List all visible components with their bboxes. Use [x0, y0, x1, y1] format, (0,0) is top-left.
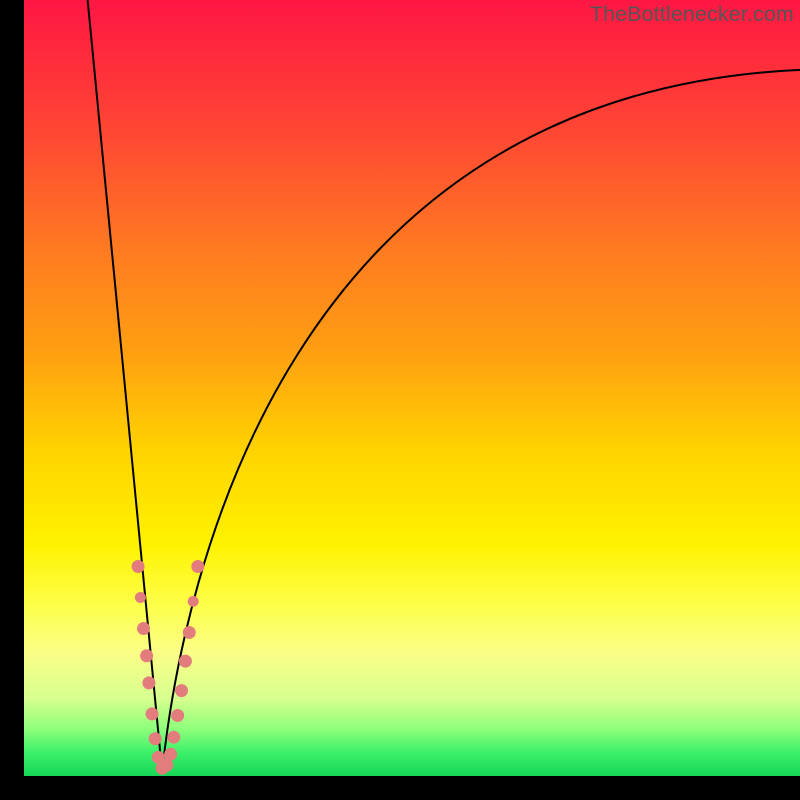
watermark-text: TheBottlenecker.com [590, 2, 794, 27]
plot-area [24, 0, 800, 776]
data-point-marker [192, 560, 204, 572]
stage: TheBottlenecker.com [0, 0, 800, 800]
data-point-marker [132, 560, 144, 572]
data-point-marker [141, 650, 153, 662]
data-point-marker [138, 623, 150, 635]
bottleneck-curve [24, 0, 800, 776]
data-point-marker [146, 708, 158, 720]
data-point-marker [161, 759, 173, 771]
data-point-marker [176, 685, 188, 697]
curve-segment [162, 70, 800, 772]
data-point-marker [172, 709, 184, 721]
data-point-marker [143, 677, 155, 689]
data-point-marker [149, 733, 161, 745]
plot-frame [24, 0, 800, 776]
data-point-marker [135, 593, 145, 603]
data-point-marker [183, 626, 195, 638]
data-point-marker [165, 748, 177, 760]
data-point-marker [168, 731, 180, 743]
data-point-marker [179, 655, 191, 667]
data-point-marker [188, 596, 198, 606]
